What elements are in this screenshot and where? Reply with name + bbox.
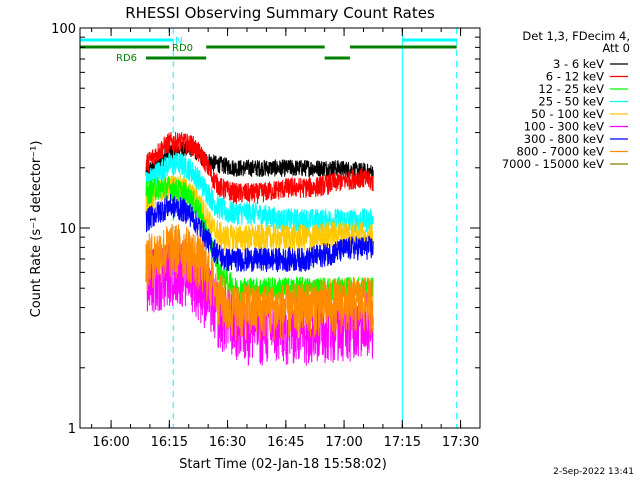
series-line-3	[145, 152, 374, 234]
y-tick-label-1: 10	[59, 222, 76, 237]
legend-label-3: 25 - 50 keV	[538, 95, 604, 109]
legend-label-5: 100 - 300 keV	[524, 120, 604, 134]
x-tick-label-0: 16:00	[92, 435, 129, 450]
x-tick-label-3: 16:45	[267, 435, 304, 450]
y-axis-label: Count Rate (s⁻¹ detector⁻¹)	[29, 141, 44, 318]
legend-label-7: 800 - 7000 keV	[516, 145, 604, 159]
x-tick-label-1: 16:15	[151, 435, 188, 450]
series-line-1	[145, 131, 374, 204]
legend-label-6: 300 - 800 keV	[524, 132, 604, 146]
y-tick-label-2: 100	[51, 22, 76, 37]
series-line-7	[145, 223, 374, 341]
legend-label-2: 12 - 25 keV	[538, 82, 604, 96]
annotation-rd6: RD6	[116, 53, 137, 64]
legend-label-1: 6 - 12 keV	[546, 70, 604, 84]
legend-title-line1: Det 1,3, FDecim 4,	[522, 29, 630, 43]
legend-label-4: 50 - 100 keV	[531, 107, 604, 121]
legend-label-8: 7000 - 15000 keV	[502, 157, 604, 171]
y-tick-label-0: 1	[68, 422, 76, 437]
legend-label-0: 3 - 6 keV	[553, 57, 604, 71]
axes: 16:00 16:15 16:30 16:45 17:00 17:15 17:30 1 10 10…	[51, 22, 481, 450]
annotation-n: N	[175, 36, 182, 47]
x-axis-label: Start Time (02-Jan-18 15:58:02)	[179, 457, 387, 472]
annotation-rd0: RD0	[172, 43, 193, 54]
x-tick-label-2: 16:30	[209, 435, 246, 450]
x-tick-label-4: 17:00	[325, 435, 362, 450]
x-tick-label-6: 17:30	[442, 435, 479, 450]
footer-date: 2-Sep-2022 13:41	[553, 467, 634, 477]
chart-title: RHESSI Observing Summary Count Rates	[125, 4, 435, 22]
series-line-0	[145, 140, 374, 181]
legend-title-line2: Att 0	[602, 41, 630, 55]
series-line-6	[145, 194, 374, 273]
x-tick-label-5: 17:15	[384, 435, 421, 450]
